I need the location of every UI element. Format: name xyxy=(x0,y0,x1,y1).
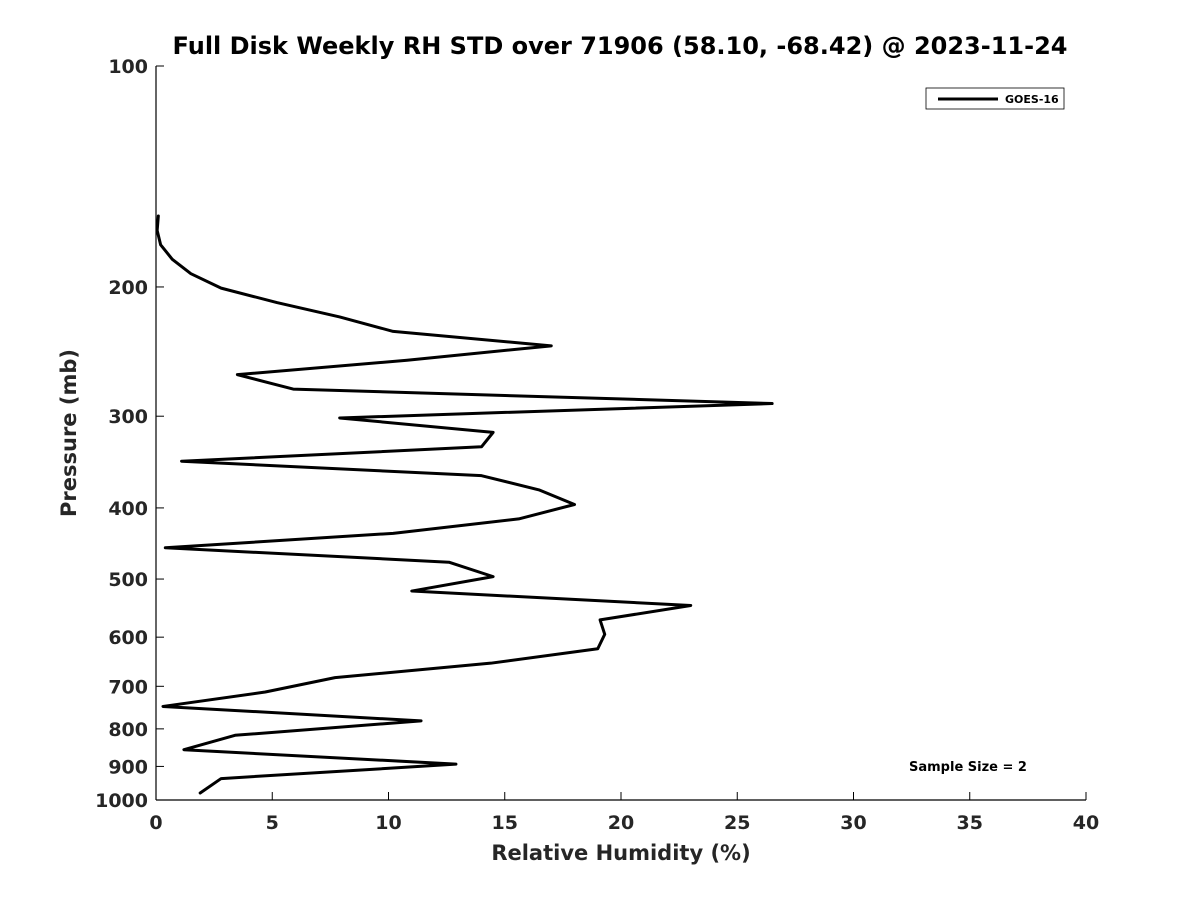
y-tick-label: 100 xyxy=(108,56,148,78)
x-tick-label: 10 xyxy=(375,812,401,834)
x-tick-label: 30 xyxy=(840,812,866,834)
x-tick-label: 5 xyxy=(266,812,279,834)
legend-entry-goes-16: GOES-16 xyxy=(1005,93,1059,106)
chart-title: Full Disk Weekly RH STD over 71906 (58.1… xyxy=(173,32,1068,60)
x-tick-label: 40 xyxy=(1073,812,1099,834)
y-tick-label: 300 xyxy=(108,406,148,428)
y-tick-label: 400 xyxy=(108,498,148,520)
y-tick-group: 100 200 300 400 500 600 700 800 900 1000 xyxy=(95,56,164,812)
x-axis-label: Relative Humidity (%) xyxy=(491,841,750,865)
y-tick-label: 500 xyxy=(108,569,148,591)
y-tick-label: 900 xyxy=(108,756,148,778)
y-tick-label: 600 xyxy=(108,627,148,649)
y-tick-label: 800 xyxy=(108,719,148,741)
y-tick-label: 200 xyxy=(108,277,148,299)
series-points-goes-16 xyxy=(157,215,773,794)
x-tick-label: 35 xyxy=(957,812,983,834)
y-tick-label: 700 xyxy=(108,676,148,698)
x-tick-group: 0 5 10 15 20 25 30 35 40 xyxy=(149,792,1099,834)
series-line-goes-16 xyxy=(155,214,774,795)
x-tick-label: 20 xyxy=(608,812,634,834)
x-tick-label: 15 xyxy=(492,812,518,834)
y-axis-label: Pressure (mb) xyxy=(57,349,81,517)
x-tick-label: 0 xyxy=(149,812,162,834)
sample-size-annotation: Sample Size = 2 xyxy=(909,760,1027,775)
plot-axes xyxy=(155,66,1086,801)
x-tick-label: 25 xyxy=(724,812,750,834)
y-tick-label: 1000 xyxy=(95,790,148,812)
legend: GOES-16 xyxy=(925,87,1065,110)
